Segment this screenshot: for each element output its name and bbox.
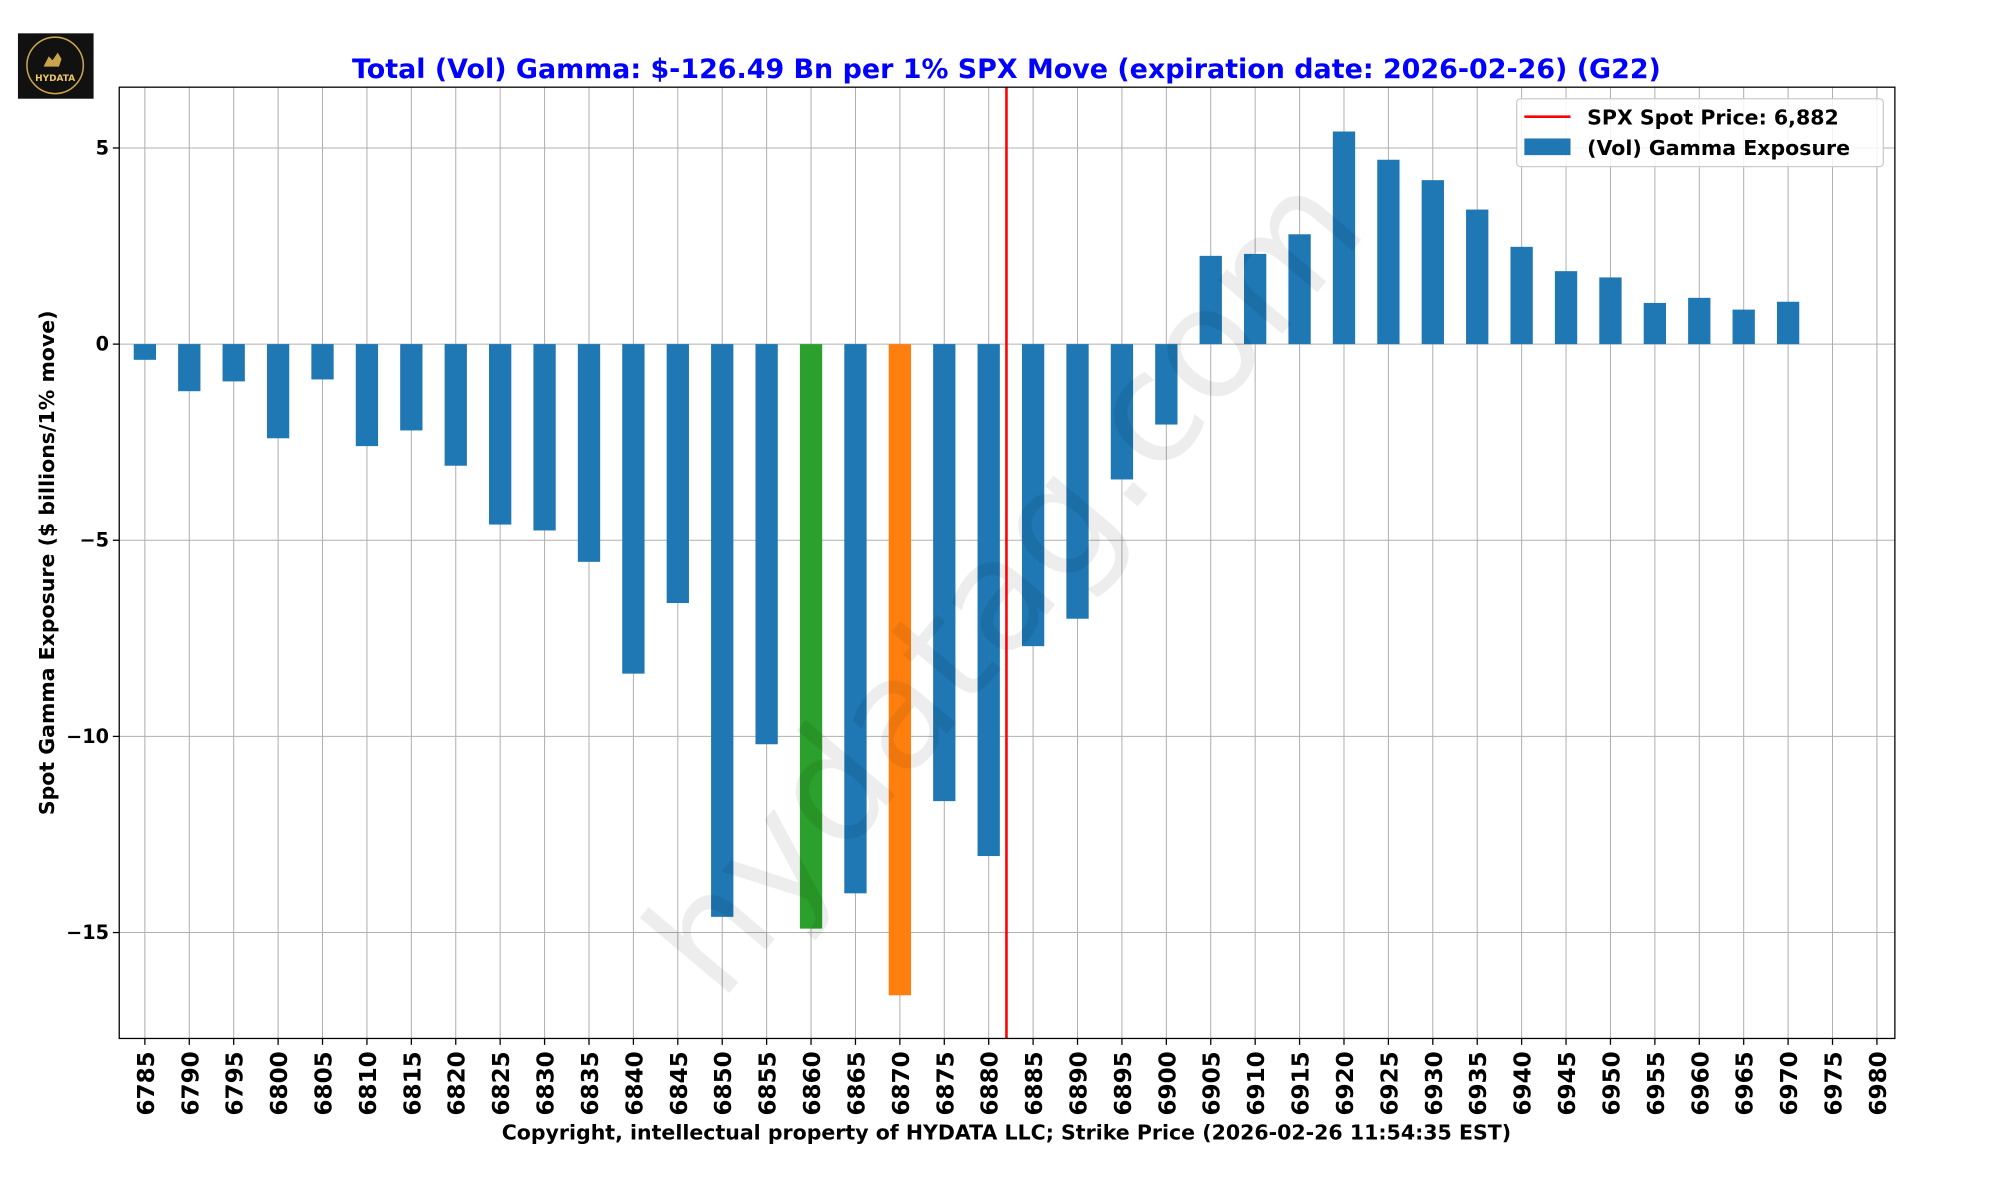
legend: SPX Spot Price: 6,882 (Vol) Gamma Exposu… — [1516, 98, 1884, 168]
logo: HYDATA — [17, 33, 94, 99]
x-tick-label: 6785 — [134, 1051, 160, 1115]
x-tick-label: 6955 — [1644, 1051, 1670, 1115]
x-tick-label: 6790 — [178, 1051, 204, 1115]
bar-6785 — [133, 344, 157, 360]
y-tick-label: −5 — [79, 529, 108, 552]
x-tick-label: 6895 — [1111, 1051, 1137, 1115]
bar-6830 — [533, 344, 556, 531]
x-tick-label: 6910 — [1244, 1051, 1270, 1115]
bar-6935 — [1466, 209, 1489, 345]
x-tick-label: 6945 — [1555, 1051, 1581, 1115]
bar-6805 — [311, 344, 334, 380]
bar-6960 — [1688, 297, 1711, 345]
bar-6965 — [1732, 309, 1755, 345]
y-axis-ticks: 5 0 −5 −10 −15 — [66, 136, 120, 944]
x-tick-label: 6795 — [223, 1051, 249, 1115]
bar-6790 — [178, 344, 201, 392]
x-tick-label: 6810 — [356, 1051, 382, 1115]
bar-6815 — [400, 344, 423, 431]
x-tick-label: 6860 — [800, 1051, 826, 1115]
bar-6950 — [1599, 277, 1622, 345]
x-tick-label: 6825 — [489, 1051, 515, 1115]
y-tick-label: 0 — [96, 333, 109, 356]
x-tick-label: 6905 — [1200, 1051, 1226, 1115]
bar-6800 — [266, 344, 290, 439]
x-tick-label: 6855 — [756, 1051, 782, 1115]
x-tick-label: 6980 — [1866, 1051, 1892, 1115]
x-tick-label: 6975 — [1821, 1051, 1847, 1115]
bar-6920 — [1332, 131, 1356, 345]
x-tick-label: 6915 — [1289, 1051, 1315, 1115]
x-tick-label: 6830 — [534, 1051, 560, 1115]
y-tick-label: −15 — [66, 921, 109, 944]
bar-6860 — [799, 344, 823, 929]
bar-6885 — [1021, 344, 1045, 647]
x-tick-label: 6885 — [1022, 1051, 1048, 1115]
x-tick-label: 6950 — [1599, 1051, 1625, 1115]
bar-6870 — [888, 344, 912, 996]
x-tick-label: 6925 — [1377, 1051, 1403, 1115]
bars — [133, 131, 1800, 996]
bar-6915 — [1288, 234, 1311, 345]
bar-6795 — [222, 344, 245, 382]
plot-frame — [118, 86, 1896, 1040]
bar-6940 — [1510, 246, 1533, 345]
x-tick-label: 6875 — [933, 1051, 959, 1115]
x-tick-label: 6805 — [311, 1051, 337, 1115]
x-tick-label: 6930 — [1422, 1051, 1448, 1115]
legend-bar-swatch — [1524, 138, 1571, 156]
chart-title: Total (Vol) Gamma: $-126.49 Bn per 1% SP… — [352, 54, 1661, 85]
y-axis-label: Spot Gamma Exposure ($ billions/1% move) — [35, 310, 59, 815]
x-tick-label: 6920 — [1333, 1051, 1359, 1115]
bar-6835 — [577, 344, 601, 562]
bar-6865 — [844, 344, 867, 894]
x-tick-label: 6970 — [1777, 1051, 1803, 1115]
bar-6880 — [977, 344, 1000, 857]
y-tick-label: 5 — [96, 136, 109, 159]
bar-6825 — [489, 344, 512, 525]
x-tick-label: 6900 — [1155, 1051, 1181, 1115]
y-tick-label: −10 — [66, 725, 109, 748]
bar-6820 — [444, 344, 467, 466]
bar-6910 — [1244, 253, 1267, 345]
legend-gamma-label: (Vol) Gamma Exposure — [1587, 136, 1850, 160]
bar-6855 — [755, 344, 778, 745]
x-tick-label: 6965 — [1733, 1051, 1759, 1115]
x-tick-label: 6845 — [667, 1051, 693, 1115]
bar-6890 — [1066, 344, 1089, 619]
x-tick-label: 6865 — [844, 1051, 870, 1115]
bar-6810 — [355, 344, 379, 447]
logo-text: HYDATA — [35, 74, 75, 84]
x-tick-label: 6935 — [1466, 1051, 1492, 1115]
x-tick-label: 6820 — [445, 1051, 471, 1115]
x-tick-label: 6940 — [1511, 1051, 1537, 1115]
bar-6895 — [1110, 344, 1134, 480]
x-tick-label: 6840 — [622, 1051, 648, 1115]
bar-6970 — [1776, 301, 1800, 345]
x-tick-label: 6880 — [978, 1051, 1004, 1115]
x-tick-label: 6835 — [578, 1051, 604, 1115]
bar-6840 — [622, 344, 645, 674]
bar-6925 — [1377, 159, 1400, 345]
bar-6850 — [711, 344, 734, 917]
bar-6845 — [666, 344, 689, 604]
x-axis-label: Copyright, intellectual property of HYDA… — [502, 1121, 1511, 1145]
x-tick-label: 6850 — [711, 1051, 737, 1115]
bar-6955 — [1643, 302, 1667, 345]
x-tick-label: 6890 — [1066, 1051, 1092, 1115]
x-tick-label: 6815 — [400, 1051, 426, 1115]
bar-6905 — [1199, 255, 1222, 345]
x-tick-label: 6960 — [1688, 1051, 1714, 1115]
legend-spot-label: SPX Spot Price: 6,882 — [1587, 105, 1839, 129]
x-tick-label: 6800 — [267, 1051, 293, 1115]
x-tick-label: 6870 — [889, 1051, 915, 1115]
bar-6875 — [933, 344, 956, 802]
x-axis-ticks: 6785 6790 6795 6800 6805 6810 6815 6820 6825 6830… — [134, 1038, 1892, 1115]
bar-6930 — [1421, 180, 1444, 345]
bar-6945 — [1554, 271, 1578, 345]
bar-6900 — [1155, 344, 1178, 425]
